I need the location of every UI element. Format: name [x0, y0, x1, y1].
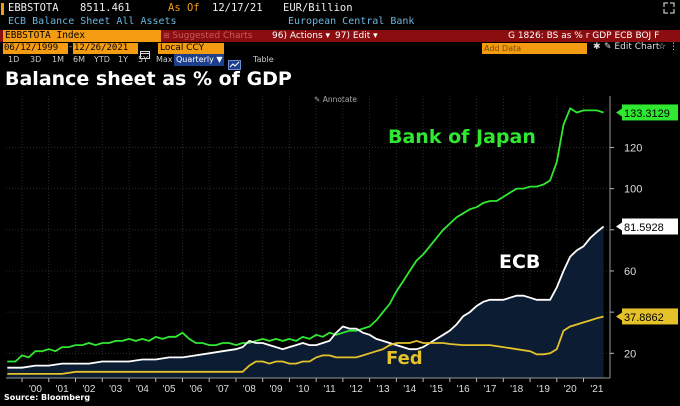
series-annotation-fed: Fed	[386, 348, 423, 369]
series-line-boj	[7, 107, 604, 363]
chart-title-code: G 1826: BS as % r GDP ECB BOJ F	[508, 31, 660, 41]
source-name: European Central Bank	[288, 16, 415, 27]
ticker: EBBSTOTA	[8, 2, 59, 14]
actions-menu[interactable]: 96) Actions ▾	[272, 31, 331, 41]
x-tick-label: '13	[376, 384, 389, 395]
x-tick-label: '03	[109, 384, 122, 395]
x-tick-label: '20	[564, 384, 577, 395]
as-of-date: 12/17/21	[212, 2, 263, 14]
start-date-input[interactable]: 06/12/1999	[3, 43, 68, 54]
range-bar: 1D 3D 1M 6M YTD 1Y 5Y Max Quarterly ▼ Ta…	[0, 54, 680, 70]
y-tick-label: 20	[624, 348, 636, 360]
date-bar: 06/12/1999 - 12/26/2021 Local CCY Add Da…	[0, 42, 680, 59]
range-max[interactable]: Max	[156, 55, 173, 64]
x-tick-label: '21	[590, 384, 603, 395]
series-annotation-bank-of-japan: Bank of Japan	[388, 126, 536, 148]
x-tick-label: '08	[243, 384, 256, 395]
x-tick-label: '07	[216, 384, 229, 395]
series-line-ecb	[7, 225, 605, 369]
more-icon[interactable]: ⋮	[669, 42, 678, 52]
range-5y[interactable]: 5Y	[138, 55, 148, 64]
settings-icon[interactable]: ✱	[593, 42, 601, 52]
last-value-pointer	[616, 108, 622, 117]
expand-icon[interactable]	[663, 2, 675, 14]
y-tick-label: 120	[624, 142, 642, 154]
edit-chart-button[interactable]: ✎ Edit Chart	[604, 42, 660, 52]
series-labels: 133.3129 81.5928 37.8862 Bank of Japan ECB Fe…	[386, 104, 678, 369]
units: EUR/Billion	[283, 2, 353, 14]
x-tick-label: '11	[323, 384, 336, 395]
range-1d[interactable]: 1D	[8, 55, 20, 64]
suggested-icon: ⊞	[163, 31, 173, 40]
x-tick-label: '15	[430, 384, 443, 395]
table-tab[interactable]: Table	[253, 55, 274, 64]
description: ECB Balance Sheet All Assets	[8, 16, 177, 27]
pencil-icon: ✎	[314, 95, 321, 104]
last-value-box	[622, 104, 678, 121]
chart-title: Balance sheet as % of GDP	[5, 68, 292, 90]
end-date-input[interactable]: 12/26/2021	[73, 43, 138, 54]
calendar-icon[interactable]	[140, 44, 150, 63]
pencil-icon: ✎	[604, 42, 612, 52]
edit-menu[interactable]: 97) Edit ▾	[335, 31, 378, 41]
last-value: 8511.461	[80, 2, 131, 14]
x-tick-label: '05	[163, 384, 176, 395]
add-data-input[interactable]: Add Data	[482, 43, 587, 54]
y-tick-label: 100	[624, 184, 642, 196]
range-3d[interactable]: 3D	[30, 55, 42, 64]
x-tick-label: '18	[510, 384, 523, 395]
last-value-box	[622, 218, 678, 235]
as-of-label: As Of	[168, 2, 200, 14]
last-value-pointer	[616, 312, 622, 321]
range-1y[interactable]: 1Y	[118, 55, 128, 64]
x-tick-label: '01	[56, 384, 69, 395]
header-row: EBBSTOTA 8511.461 As Of 12/17/21 EUR/Bil…	[0, 2, 680, 16]
command-bar: EBBSTOTA Index ⊞ Suggested Charts 96) Ac…	[0, 30, 680, 42]
x-tick-label: '09	[270, 384, 283, 395]
suggested-charts[interactable]: ⊞ Suggested Charts	[163, 31, 253, 41]
x-tick-label: '16	[457, 384, 470, 395]
x-tick-label: '14	[403, 384, 416, 395]
last-value-label: 81.5928	[624, 222, 664, 234]
series-annotation-ecb: ECB	[499, 251, 540, 273]
last-value-box	[622, 308, 678, 325]
x-tick-label: '10	[296, 384, 309, 395]
x-tick-label: '06	[189, 384, 202, 395]
annotate-button[interactable]: ✎ Annotate	[314, 95, 358, 104]
x-tick-label: '17	[483, 384, 496, 395]
last-value-label: 37.8862	[624, 312, 664, 324]
last-value-label: 133.3129	[624, 108, 670, 120]
chevron-down-icon: ▼	[216, 55, 223, 64]
y-tick-label: 60	[624, 266, 636, 278]
range-1m[interactable]: 1M	[52, 55, 64, 64]
index-field[interactable]: EBBSTOTA Index	[3, 30, 161, 42]
frequency-select[interactable]: Quarterly ▼	[174, 54, 224, 66]
description-row: ECB Balance Sheet All Assets European Ce…	[0, 16, 680, 29]
currency-select[interactable]: Local CCY	[158, 43, 224, 54]
x-tick-label: '12	[350, 384, 363, 395]
star-icon[interactable]: ☆	[658, 42, 667, 52]
source-note: Source: Bloomberg	[4, 393, 91, 402]
last-value-pointer	[616, 222, 622, 231]
x-tick-label: '19	[537, 384, 550, 395]
range-ytd[interactable]: YTD	[94, 55, 110, 64]
line-chart-icon[interactable]	[228, 55, 241, 74]
range-6m[interactable]: 6M	[73, 55, 85, 64]
x-tick-label: '02	[82, 384, 95, 395]
date-separator: -	[69, 42, 73, 52]
x-tick-label: '04	[136, 384, 149, 395]
chart-area: 20406080100120'00'01'02'03'04'05'06'07'0…	[6, 96, 678, 395]
ecb-area-fill	[7, 226, 604, 378]
series-line-fed	[7, 315, 604, 375]
x-tick-label: '00	[29, 384, 42, 395]
ticker-marker	[1, 3, 4, 15]
